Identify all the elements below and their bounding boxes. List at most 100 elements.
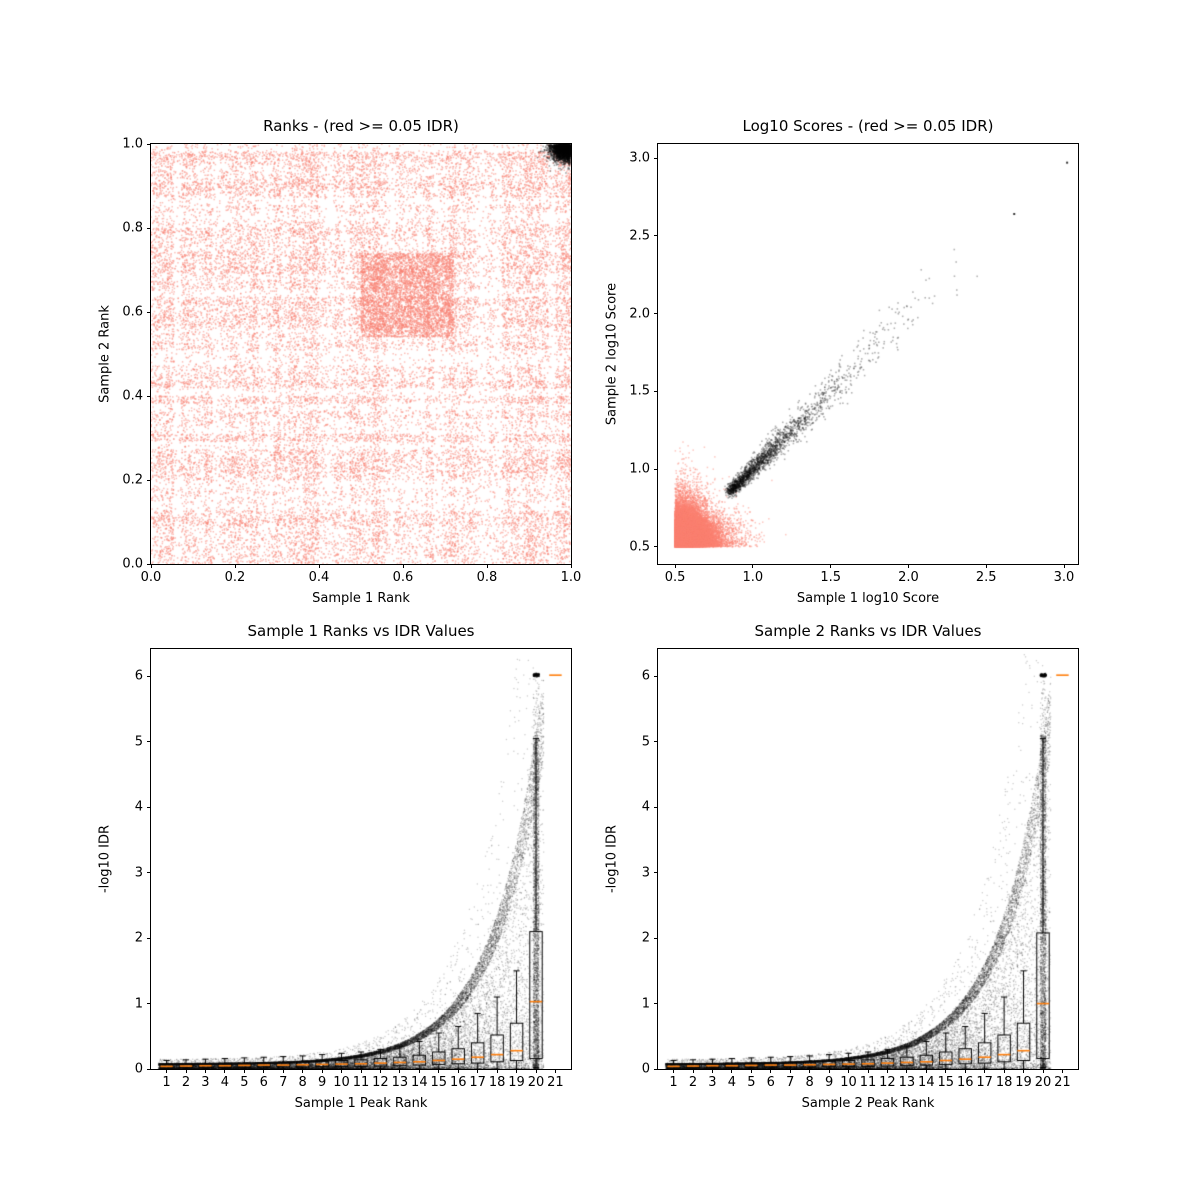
x-tick: [379, 1069, 381, 1073]
y-tick: [147, 143, 151, 145]
x-tick: [360, 1069, 362, 1073]
x-tick-label: 13: [391, 1075, 409, 1090]
x-tick-label: 12: [879, 1075, 896, 1090]
plot-title: Log10 Scores - (red >= 0.05 IDR): [742, 117, 994, 135]
x-tick: [318, 564, 320, 568]
x-tick-label: 6: [259, 1075, 268, 1090]
x-tick-label: 6: [766, 1075, 775, 1090]
y-tick-label: 3.0: [629, 150, 650, 166]
x-tick: [907, 564, 909, 568]
y-tick: [147, 1068, 151, 1070]
x-axis-label: Sample 2 Peak Rank: [801, 1096, 935, 1111]
y-tick: [654, 390, 658, 392]
subplot-sample1-rank-vs-idr: Sample 1 Ranks vs IDR Values -log10 IDR …: [98, 622, 572, 1111]
x-tick: [516, 1069, 518, 1073]
y-tick-label: 0.0: [122, 556, 143, 572]
x-tick: [282, 1069, 284, 1073]
y-tick: [654, 806, 658, 808]
x-tick-label: 0.0: [140, 570, 162, 585]
plot-title: Sample 1 Ranks vs IDR Values: [247, 622, 475, 640]
x-tick-label: 16: [956, 1075, 974, 1090]
x-tick-label: 13: [898, 1075, 916, 1090]
x-tick-label: 3: [201, 1075, 210, 1090]
x-tick: [1042, 1069, 1044, 1073]
y-tick-label: 2.5: [629, 228, 650, 244]
x-tick-label: 1.0: [742, 570, 764, 585]
x-tick: [752, 564, 754, 568]
x-tick: [828, 1069, 830, 1073]
y-tick-label: 0.5: [629, 539, 650, 555]
x-tick-label: 3: [708, 1075, 717, 1090]
x-tick-label: 14: [411, 1075, 428, 1090]
y-tick-label: 1: [641, 996, 650, 1012]
x-tick: [1003, 1069, 1005, 1073]
y-tick: [147, 872, 151, 874]
x-tick-label: 7: [786, 1075, 795, 1090]
scores-scatter-plot-area: [658, 144, 1078, 564]
x-axis-label: Sample 1 log10 Score: [796, 591, 940, 606]
x-tick-label: 8: [298, 1075, 307, 1090]
x-tick-label: 1: [162, 1075, 171, 1090]
x-tick-label: 20: [527, 1075, 545, 1090]
sample2-rank-idr-plot-area: [658, 649, 1078, 1069]
y-tick: [147, 1003, 151, 1005]
x-tick: [418, 1069, 420, 1073]
x-tick-label: 8: [805, 1075, 814, 1090]
x-tick-label: 9: [317, 1075, 327, 1090]
x-tick: [830, 564, 832, 568]
x-tick: [438, 1069, 440, 1073]
x-tick-label: 17: [469, 1075, 486, 1090]
x-tick: [535, 1069, 537, 1073]
x-tick-label: 0.8: [476, 570, 498, 585]
y-tick: [654, 468, 658, 470]
x-tick: [496, 1069, 498, 1073]
x-tick-label: 11: [859, 1075, 877, 1090]
y-tick: [147, 675, 151, 677]
x-tick-label: 1.5: [820, 570, 841, 585]
x-tick-label: 20: [1034, 1075, 1052, 1090]
x-tick: [150, 564, 152, 568]
x-tick: [234, 564, 236, 568]
x-tick-label: 0.6: [392, 570, 414, 585]
x-tick: [402, 564, 404, 568]
x-tick-label: 17: [976, 1075, 993, 1090]
y-tick-label: 3: [641, 865, 650, 881]
x-tick-label: 0.2: [224, 570, 246, 585]
x-tick: [886, 1069, 888, 1073]
x-axis-label: Sample 1 Rank: [312, 591, 410, 606]
y-tick-label: 4: [134, 799, 143, 815]
x-tick: [731, 1069, 733, 1073]
x-tick: [906, 1069, 908, 1073]
x-tick: [341, 1069, 343, 1073]
y-tick-label: 0.4: [122, 388, 143, 404]
y-tick: [147, 227, 151, 229]
x-tick-label: 21: [547, 1075, 564, 1090]
x-tick: [1063, 564, 1065, 568]
x-tick: [486, 564, 488, 568]
x-tick: [985, 564, 987, 568]
plot-title: Sample 2 Ranks vs IDR Values: [754, 622, 982, 640]
y-tick: [654, 741, 658, 743]
x-tick: [711, 1069, 713, 1073]
y-tick-label: 1.0: [629, 461, 650, 477]
x-tick-label: 9: [824, 1075, 834, 1090]
y-tick-label: 5: [134, 734, 143, 750]
y-tick-label: 2.0: [629, 306, 650, 322]
x-tick-label: 11: [352, 1075, 370, 1090]
x-tick: [570, 564, 572, 568]
x-tick: [809, 1069, 811, 1073]
ranks-scatter-plot-area: [151, 144, 571, 564]
x-tick-label: 5: [747, 1075, 756, 1090]
y-tick-label: 6: [641, 668, 650, 684]
x-tick: [964, 1069, 966, 1073]
x-tick: [750, 1069, 752, 1073]
x-tick: [848, 1069, 850, 1073]
y-tick: [147, 741, 151, 743]
x-tick: [224, 1069, 226, 1073]
x-tick-label: 2.5: [975, 570, 997, 585]
x-tick-label: 19: [508, 1075, 525, 1090]
x-axis-label: Sample 1 Peak Rank: [294, 1096, 428, 1111]
x-tick-label: 2.0: [898, 570, 919, 585]
y-axis-label: -log10 IDR: [604, 824, 620, 894]
y-tick-label: 0: [134, 1061, 143, 1077]
